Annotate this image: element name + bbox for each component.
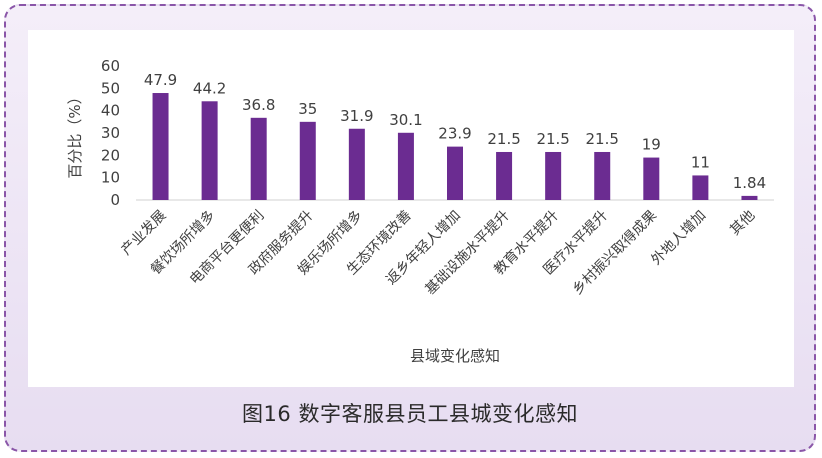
bar-value-label: 30.1 (389, 111, 422, 129)
bar-value-label: 44.2 (193, 79, 226, 97)
bar (299, 121, 316, 200)
bar-value-label: 19 (642, 136, 661, 154)
bar (348, 128, 365, 200)
x-tick-label: 基础设施水平提升 (422, 207, 513, 298)
bars (152, 93, 758, 200)
bar (692, 175, 709, 200)
bar-value-label: 21.5 (487, 130, 520, 148)
bar-chart: 0 10 20 30 40 50 60 47.9 44.2 36.8 35 31.9 30.1 23.9… (66, 57, 774, 365)
bar-value-label: 21.5 (536, 130, 569, 148)
x-tick-label: 产业发展 (118, 208, 169, 259)
x-axis-title: 县域变化感知 (410, 347, 500, 365)
bar (496, 151, 513, 200)
x-tick-label: 其他 (727, 208, 758, 239)
bar-value-label: 31.9 (340, 107, 373, 125)
x-tick-label: 乡村振兴取得成果 (569, 207, 660, 298)
bar (201, 101, 218, 200)
bar-value-label: 1.84 (733, 174, 766, 192)
bar (152, 93, 169, 200)
bar-value-label: 23.9 (438, 125, 471, 143)
y-tick-label: 60 (101, 57, 120, 75)
bar (741, 195, 758, 200)
y-tick-label: 50 (101, 79, 120, 97)
bar-value-label: 36.8 (242, 96, 275, 114)
bar (643, 157, 660, 200)
bar (397, 132, 414, 200)
y-tick-label: 0 (110, 191, 120, 209)
bar (594, 151, 611, 200)
bar-value-label: 47.9 (144, 71, 177, 89)
x-axis-tick-labels: 产业发展餐饮场所增多电商平台更便利政府服务提升娱乐场所增多生态环境改善返乡年轻人… (118, 207, 758, 298)
bar-value-label: 21.5 (586, 130, 619, 148)
bar (545, 151, 562, 200)
y-tick-label: 10 (101, 169, 120, 187)
y-tick-label: 20 (101, 146, 120, 164)
chart-panel: 0 10 20 30 40 50 60 47.9 44.2 36.8 35 31.9 30.1 23.9… (28, 30, 794, 387)
figure-caption: 图16 数字客服县员工县城变化感知 (242, 402, 578, 426)
y-axis-title: 百分比（%） (66, 89, 84, 178)
bar (250, 117, 267, 200)
bar-value-label: 35 (298, 100, 317, 118)
figure-frame: 0 10 20 30 40 50 60 47.9 44.2 36.8 35 31.9 30.1 23.9… (4, 4, 816, 452)
y-axis: 0 10 20 30 40 50 60 (101, 57, 120, 209)
y-tick-label: 30 (101, 124, 120, 142)
bar (447, 146, 463, 200)
y-tick-label: 40 (101, 102, 120, 120)
data-labels: 47.9 44.2 36.8 35 31.9 30.1 23.9 21.5 21.5 21.5 19… (144, 71, 766, 192)
bar-value-label: 11 (691, 153, 710, 171)
